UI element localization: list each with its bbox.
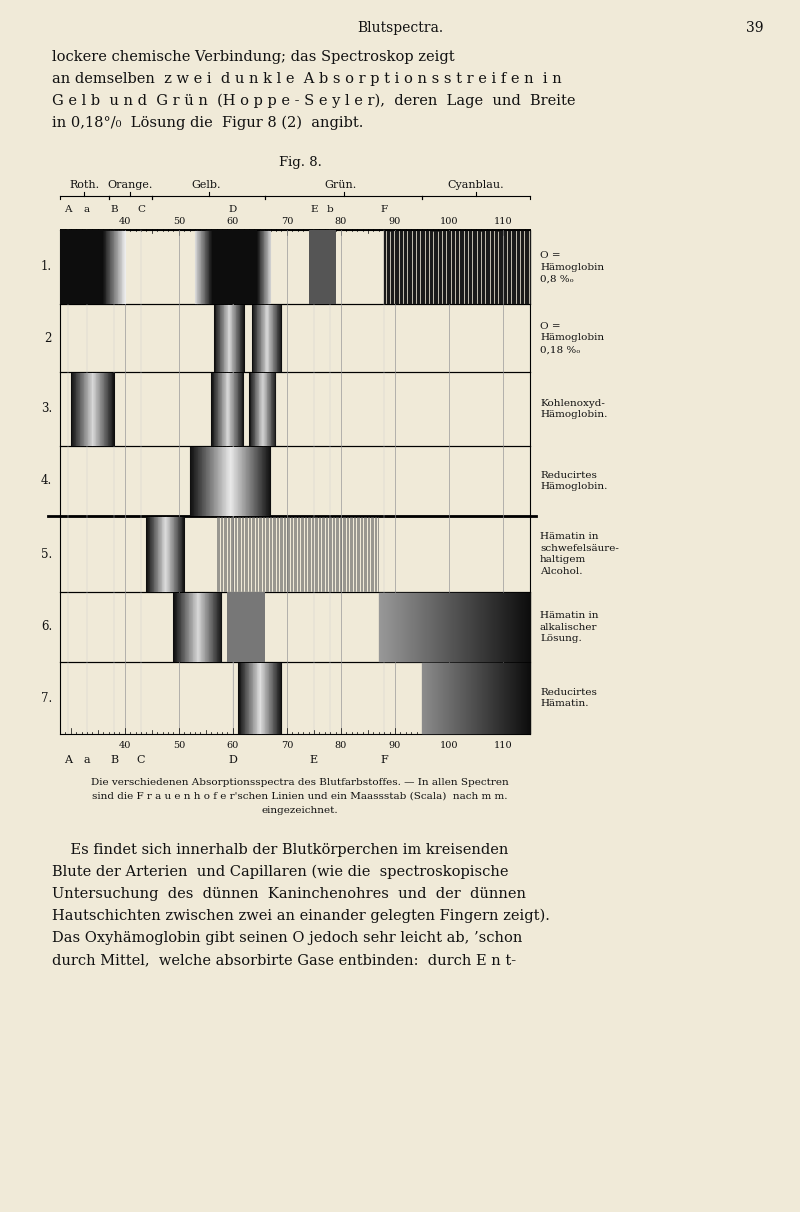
Text: B: B: [110, 755, 118, 765]
Bar: [227, 591, 266, 662]
Text: b: b: [326, 206, 334, 215]
Text: B: B: [110, 206, 118, 215]
Text: D: D: [229, 206, 237, 215]
Text: E: E: [310, 755, 318, 765]
Text: 60: 60: [226, 742, 239, 750]
Bar: [206, 230, 257, 304]
Text: in 0,18°/₀  Lösung die  Figur 8 (2)  angibt.: in 0,18°/₀ Lösung die Figur 8 (2) angibt…: [52, 116, 363, 131]
Text: 100: 100: [440, 217, 458, 225]
Text: a: a: [84, 755, 90, 765]
Text: Orange.: Orange.: [107, 181, 153, 190]
Text: 50: 50: [173, 217, 185, 225]
Text: an demselben  z w e i  d u n k l e  A b s o r p t i o n s s t r e i f e n  i n: an demselben z w e i d u n k l e A b s o…: [52, 72, 562, 86]
Text: Blute der Arterien  und Capillaren (wie die  spectroskopische: Blute der Arterien und Capillaren (wie d…: [52, 865, 509, 880]
Text: A: A: [64, 206, 72, 215]
Text: Cyanblau.: Cyanblau.: [448, 181, 504, 190]
Text: 70: 70: [281, 742, 293, 750]
Text: 60: 60: [226, 217, 239, 225]
Text: 110: 110: [494, 742, 512, 750]
Text: 90: 90: [389, 217, 401, 225]
Text: D: D: [229, 755, 238, 765]
Text: eingezeichnet.: eingezeichnet.: [262, 806, 338, 814]
Text: 100: 100: [440, 742, 458, 750]
Text: 80: 80: [334, 742, 347, 750]
Text: G e l b  u n d  G r ü n  (H o p p e - S e y l e r),  deren  Lage  und  Breite: G e l b u n d G r ü n (H o p p e - S e y…: [52, 95, 575, 108]
Text: 2: 2: [45, 332, 52, 344]
Text: F: F: [380, 755, 388, 765]
Text: 110: 110: [494, 217, 512, 225]
Text: Fig. 8.: Fig. 8.: [278, 156, 322, 168]
Text: 50: 50: [173, 742, 185, 750]
Text: 4.: 4.: [41, 475, 52, 487]
Text: sind die F r a u e n h o f e r'schen Linien und ein Maassstab (Scala)  nach m m.: sind die F r a u e n h o f e r'schen Lin…: [92, 791, 508, 801]
Text: Blutspectra.: Blutspectra.: [357, 21, 443, 35]
Text: lockere chemische Verbindung; das Spectroskop zeigt: lockere chemische Verbindung; das Spectr…: [52, 50, 454, 64]
Text: 1.: 1.: [41, 261, 52, 274]
Text: E: E: [310, 206, 318, 215]
Text: Es findet sich innerhalb der Blutkörperchen im kreisenden: Es findet sich innerhalb der Blutkörperc…: [52, 844, 508, 857]
Text: Die verschiedenen Absorptionsspectra des Blutfarbstoffes. — In allen Spectren: Die verschiedenen Absorptionsspectra des…: [91, 778, 509, 787]
Text: Grün.: Grün.: [325, 181, 357, 190]
Bar: [60, 230, 125, 304]
Text: 5.: 5.: [41, 548, 52, 560]
Text: 40: 40: [118, 217, 131, 225]
Text: durch Mittel,  welche absorbirte Gase entbinden:  durch E n t-: durch Mittel, welche absorbirte Gase ent…: [52, 953, 516, 967]
Text: Reducirtes
Hämatin.: Reducirtes Hämatin.: [540, 687, 597, 708]
Text: 3.: 3.: [41, 402, 52, 416]
Text: C: C: [137, 206, 145, 215]
Text: Kohlenoxyd-
Hämoglobin.: Kohlenoxyd- Hämoglobin.: [540, 399, 607, 419]
Bar: [309, 230, 335, 304]
Text: 6.: 6.: [41, 621, 52, 634]
Text: 70: 70: [281, 217, 293, 225]
Text: Untersuchung  des  dünnen  Kaninchenohres  und  der  dünnen: Untersuchung des dünnen Kaninchenohres u…: [52, 887, 526, 901]
Text: 39: 39: [746, 21, 764, 35]
Text: Gelb.: Gelb.: [191, 181, 221, 190]
Text: 90: 90: [389, 742, 401, 750]
Text: C: C: [137, 755, 146, 765]
Text: A: A: [64, 755, 72, 765]
Text: O =
Hämoglobin
0,18 %ₒ: O = Hämoglobin 0,18 %ₒ: [540, 321, 604, 354]
Text: Das Oxyhämoglobin gibt seinen O jedoch sehr leicht ab, ’schon: Das Oxyhämoglobin gibt seinen O jedoch s…: [52, 931, 522, 945]
Text: Hautschichten zwischen zwei an einander gelegten Fingern zeigt).: Hautschichten zwischen zwei an einander …: [52, 909, 550, 924]
Text: Hämatin in
schwefelsäure-
haltigem
Alcohol.: Hämatin in schwefelsäure- haltigem Alcoh…: [540, 532, 619, 576]
Text: Roth.: Roth.: [70, 181, 99, 190]
Text: a: a: [84, 206, 90, 215]
Text: O =
Hämoglobin
0,8 %ₒ: O = Hämoglobin 0,8 %ₒ: [540, 251, 604, 284]
Text: Hämatin in
alkalischer
Lösung.: Hämatin in alkalischer Lösung.: [540, 611, 598, 644]
Text: F: F: [381, 206, 388, 215]
Text: 40: 40: [118, 742, 131, 750]
Text: 7.: 7.: [41, 692, 52, 704]
Text: Reducirtes
Hämoglobin.: Reducirtes Hämoglobin.: [540, 470, 607, 491]
Text: 80: 80: [334, 217, 347, 225]
